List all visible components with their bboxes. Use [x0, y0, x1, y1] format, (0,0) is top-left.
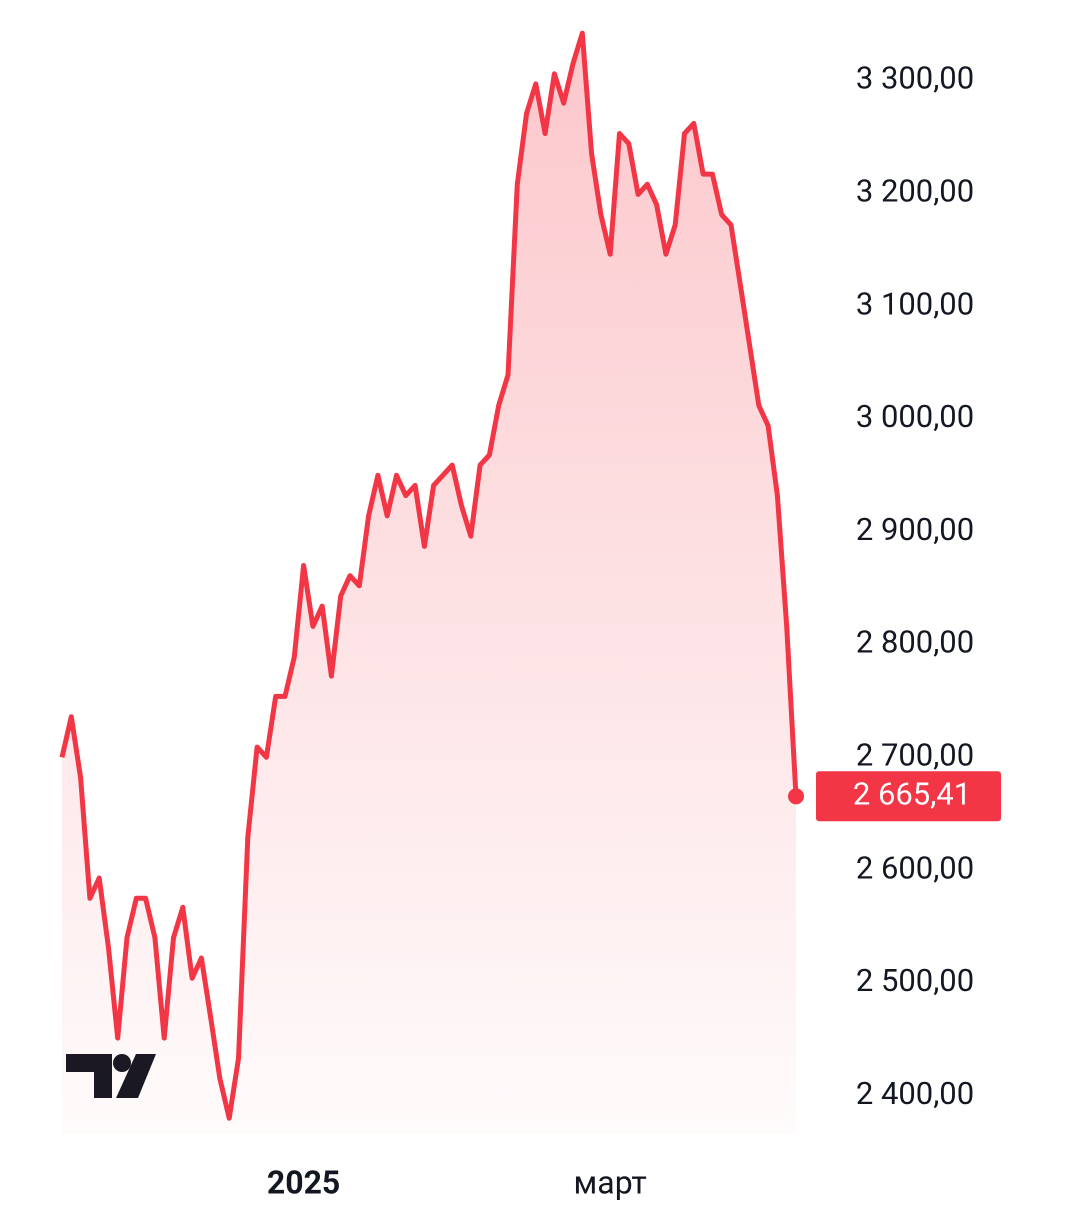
y-tick-label: 2 800,00 [856, 624, 974, 661]
area [62, 33, 796, 1135]
price-tag [816, 771, 1001, 822]
price-tag-label: 2 665,41 [853, 775, 971, 812]
y-tick-label: 2 700,00 [856, 736, 974, 773]
x-tick-label: март [574, 1163, 647, 1201]
x-tick-label: 2025 [267, 1163, 340, 1201]
line [59, 30, 799, 1121]
y-tick-label: 3 000,00 [856, 398, 974, 435]
y-tick-label: 3 100,00 [856, 285, 974, 322]
y-tick-label: 2 600,00 [856, 849, 974, 886]
y-tick-label: 3 200,00 [856, 173, 974, 210]
y-tick-label: 2 900,00 [856, 511, 974, 548]
last-point [788, 788, 804, 805]
y-tick-label: 3 300,00 [856, 60, 974, 97]
y-tick-label: 2 500,00 [856, 962, 974, 999]
y-tick-label: 2 400,00 [856, 1075, 974, 1112]
